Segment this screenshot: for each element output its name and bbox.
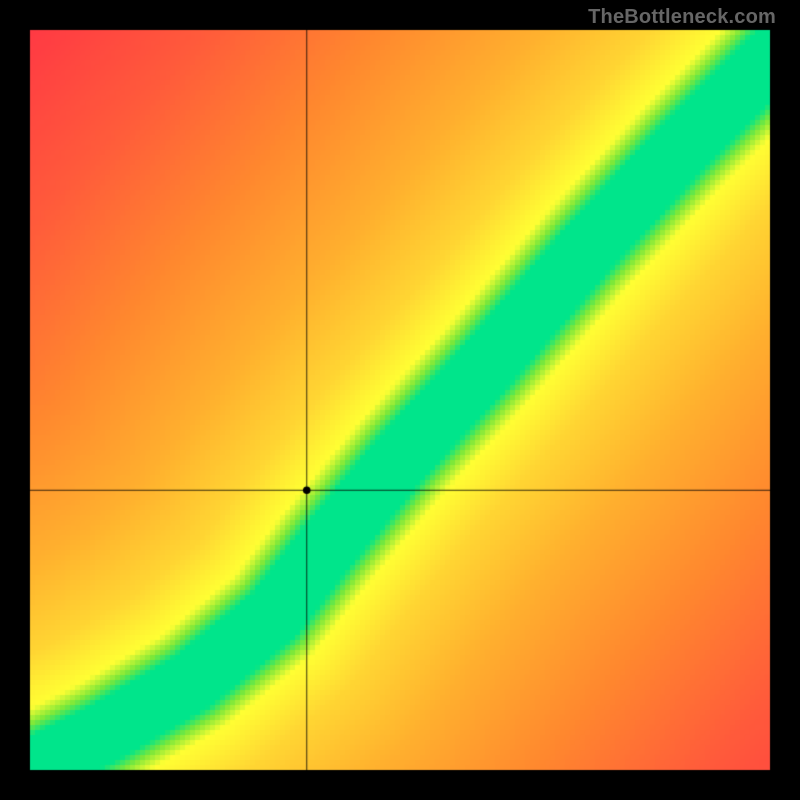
bottleneck-heatmap — [0, 0, 800, 800]
watermark-text: TheBottleneck.com — [588, 6, 776, 29]
chart-container: TheBottleneck.com — [0, 0, 800, 800]
